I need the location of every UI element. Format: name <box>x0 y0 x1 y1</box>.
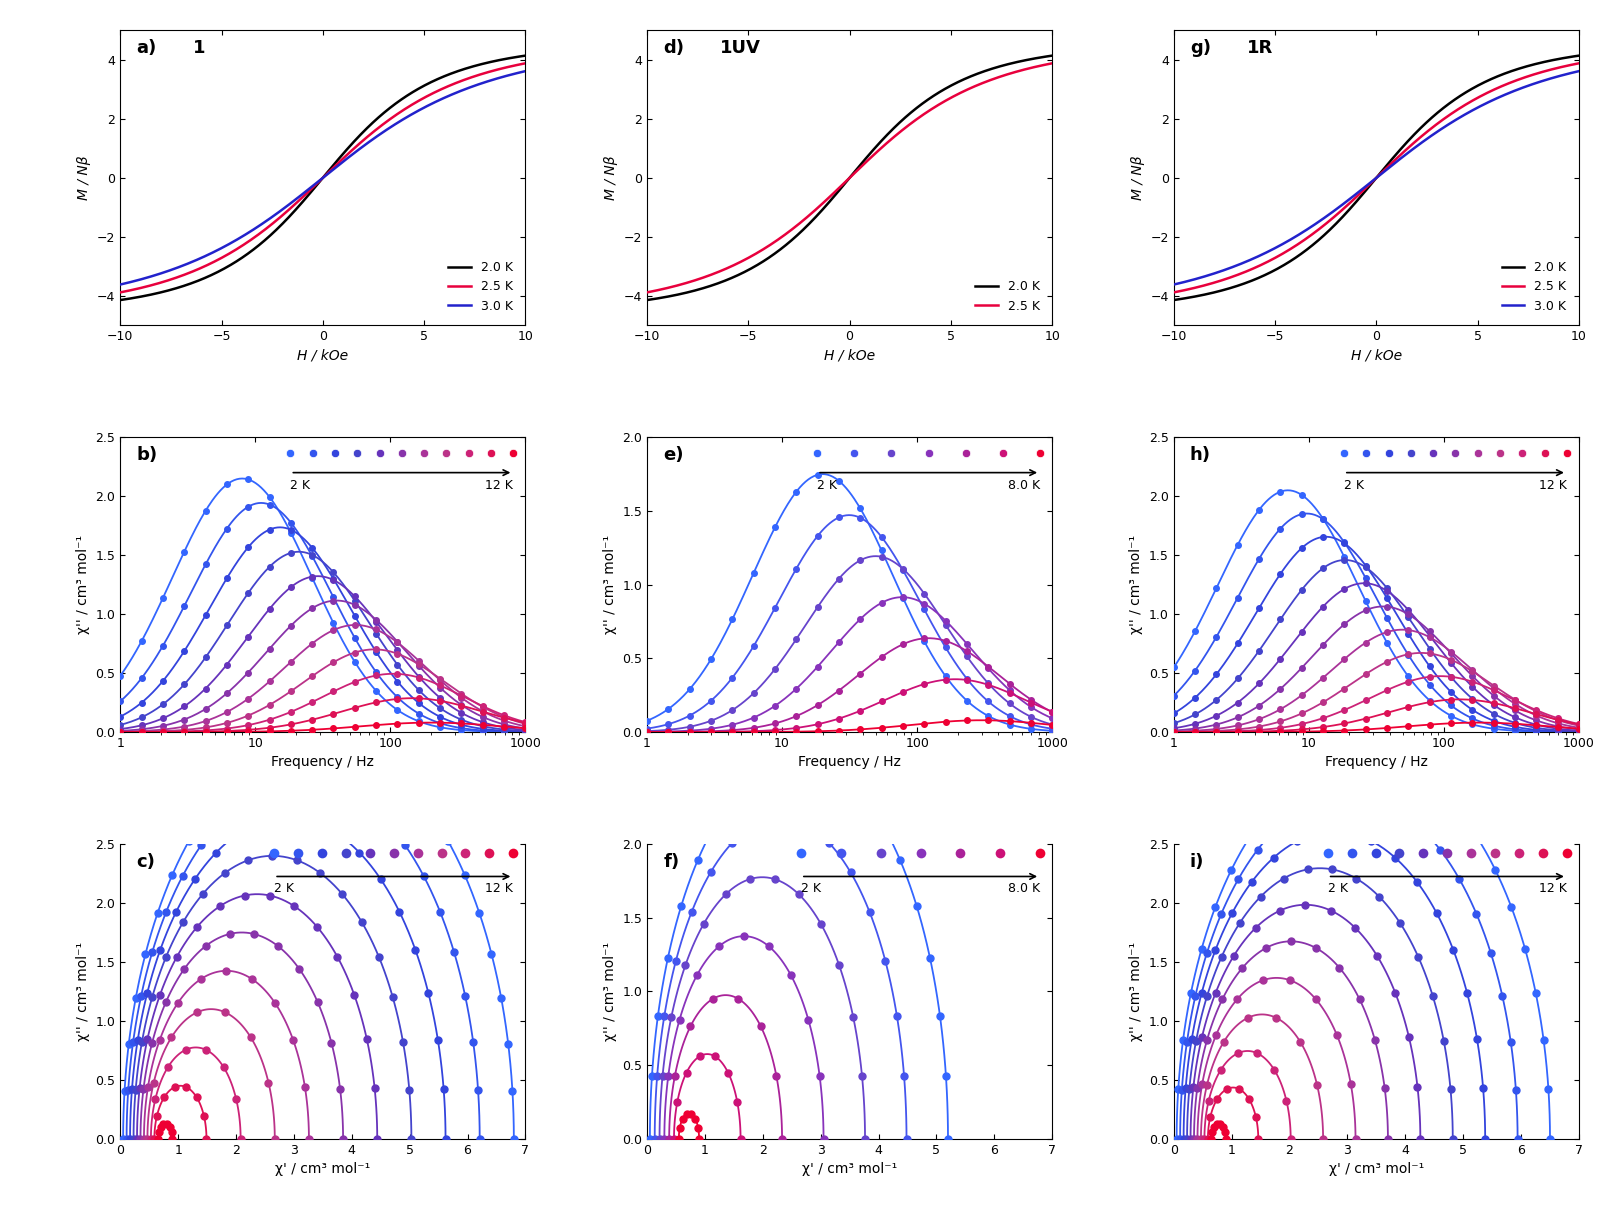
X-axis label: χ' / cm³ mol⁻¹: χ' / cm³ mol⁻¹ <box>1329 1162 1423 1177</box>
Y-axis label: M / Nβ: M / Nβ <box>604 156 619 200</box>
Text: i): i) <box>1189 853 1204 871</box>
Y-axis label: χ'' / cm³ mol⁻¹: χ'' / cm³ mol⁻¹ <box>1130 535 1143 635</box>
Text: f): f) <box>664 853 680 871</box>
Text: 1UV: 1UV <box>720 39 761 57</box>
Text: 2 K: 2 K <box>1343 479 1364 492</box>
Text: g): g) <box>1189 39 1210 57</box>
Legend: 2.0 K, 2.5 K: 2.0 K, 2.5 K <box>968 274 1045 319</box>
Y-axis label: χ'' / cm³ mol⁻¹: χ'' / cm³ mol⁻¹ <box>75 942 90 1041</box>
Text: 1R: 1R <box>1247 39 1273 57</box>
Text: 1: 1 <box>192 39 205 57</box>
Text: 8.0 K: 8.0 K <box>1008 479 1040 492</box>
Legend: 2.0 K, 2.5 K, 3.0 K: 2.0 K, 2.5 K, 3.0 K <box>442 255 519 319</box>
X-axis label: H / kOe: H / kOe <box>297 348 348 363</box>
Text: e): e) <box>664 446 684 464</box>
Text: a): a) <box>136 39 157 57</box>
Y-axis label: χ'' / cm³ mol⁻¹: χ'' / cm³ mol⁻¹ <box>1130 942 1143 1041</box>
Text: c): c) <box>136 853 155 871</box>
Text: d): d) <box>664 39 684 57</box>
Text: 8.0 K: 8.0 K <box>1008 882 1040 895</box>
Text: 2 K: 2 K <box>1327 882 1348 895</box>
Y-axis label: χ'' / cm³ mol⁻¹: χ'' / cm³ mol⁻¹ <box>603 942 617 1041</box>
Text: 12 K: 12 K <box>486 882 513 895</box>
X-axis label: H / kOe: H / kOe <box>1351 348 1403 363</box>
Y-axis label: χ'' / cm³ mol⁻¹: χ'' / cm³ mol⁻¹ <box>75 535 90 635</box>
Y-axis label: χ'' / cm³ mol⁻¹: χ'' / cm³ mol⁻¹ <box>603 535 617 635</box>
X-axis label: Frequency / Hz: Frequency / Hz <box>271 755 373 770</box>
Text: 2 K: 2 K <box>802 882 821 895</box>
X-axis label: χ' / cm³ mol⁻¹: χ' / cm³ mol⁻¹ <box>276 1162 370 1177</box>
X-axis label: H / kOe: H / kOe <box>824 348 875 363</box>
X-axis label: χ' / cm³ mol⁻¹: χ' / cm³ mol⁻¹ <box>802 1162 898 1177</box>
Text: b): b) <box>136 446 157 464</box>
X-axis label: Frequency / Hz: Frequency / Hz <box>1326 755 1428 770</box>
Text: 12 K: 12 K <box>1539 479 1566 492</box>
Text: 2 K: 2 K <box>290 479 311 492</box>
Text: 2 K: 2 K <box>818 479 837 492</box>
Legend: 2.0 K, 2.5 K, 3.0 K: 2.0 K, 2.5 K, 3.0 K <box>1496 255 1573 319</box>
Text: 2 K: 2 K <box>274 882 295 895</box>
Y-axis label: M / Nβ: M / Nβ <box>77 156 91 200</box>
Text: 12 K: 12 K <box>486 479 513 492</box>
Text: h): h) <box>1189 446 1210 464</box>
Y-axis label: M / Nβ: M / Nβ <box>1132 156 1145 200</box>
X-axis label: Frequency / Hz: Frequency / Hz <box>798 755 901 770</box>
Text: 12 K: 12 K <box>1539 882 1566 895</box>
